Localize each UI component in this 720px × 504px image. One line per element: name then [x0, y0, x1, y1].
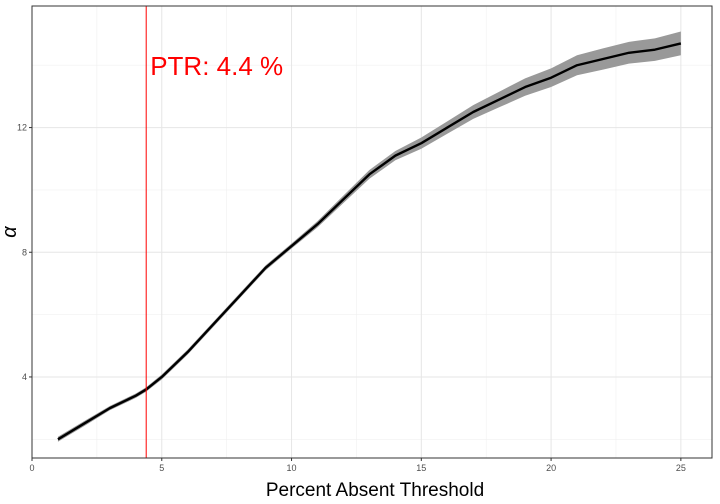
x-tick-label: 25: [676, 463, 686, 473]
x-tick-label: 0: [29, 463, 34, 473]
series-line: [57, 42, 682, 441]
x-tick-label: 15: [416, 463, 426, 473]
x-axis-title: Percent Absent Threshold: [266, 480, 484, 501]
annotation-layer: PTR: 4.4 %: [145, 6, 283, 458]
x-tick-label: 5: [159, 463, 164, 473]
y-tick-label: 8: [22, 247, 27, 257]
panel-border: [31, 5, 713, 459]
y-axis-ticks: 4 8 12: [17, 123, 32, 382]
y-tick-label: 12: [17, 123, 27, 133]
x-tick-label: 20: [546, 463, 556, 473]
y-axis-title: α: [0, 226, 21, 238]
y-tick-label: 4: [22, 372, 27, 382]
series-line-layer: [57, 42, 682, 441]
threshold-label: PTR: 4.4 %: [150, 51, 283, 81]
x-tick-label: 10: [287, 463, 297, 473]
x-axis-ticks: 0 5 10 15 20 25: [29, 458, 686, 473]
